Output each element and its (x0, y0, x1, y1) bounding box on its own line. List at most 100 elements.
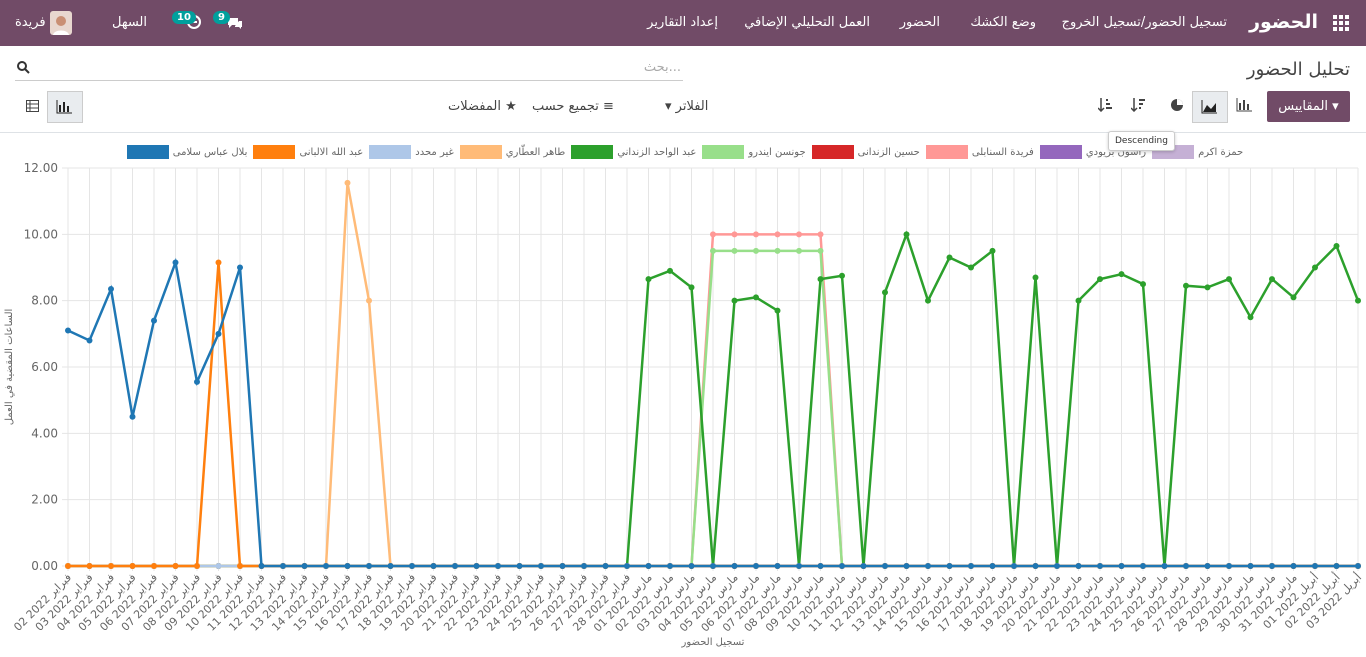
legend-swatch (811, 145, 854, 159)
control-panel: تحليل الحضور بحث... المقاييس ▾ ▾ الفلاتر… (0, 46, 1366, 133)
point (237, 264, 243, 271)
chat-icon[interactable] (226, 14, 244, 32)
pie-chart-icon[interactable] (1170, 98, 1184, 112)
point (430, 563, 437, 569)
legend-item[interactable]: عبد الله الالبانى (253, 145, 363, 159)
point (409, 563, 415, 569)
point (710, 247, 716, 254)
point (1075, 563, 1082, 569)
point (237, 563, 243, 569)
menu-item[interactable]: وضع الكشك (970, 15, 1036, 30)
user-name[interactable]: فريدة (15, 15, 46, 30)
line-chart-button[interactable] (1192, 91, 1228, 123)
point (1183, 282, 1189, 289)
legend-item[interactable]: جونسن ايندرو (702, 145, 806, 159)
legend-item[interactable]: عبد الواحد الزنداني (571, 145, 696, 159)
point (215, 330, 222, 337)
point (1269, 276, 1275, 283)
point (903, 231, 910, 238)
point (151, 563, 157, 569)
point (968, 563, 974, 569)
y-tick-label: 4.00 (31, 426, 58, 440)
point (473, 563, 480, 569)
y-tick-label: 0.00 (31, 559, 58, 573)
y-tick-label: 6.00 (31, 360, 58, 374)
point (882, 563, 888, 569)
filters-button[interactable]: ▾ الفلاتر (665, 99, 709, 114)
point (86, 563, 93, 569)
point (731, 247, 738, 254)
point (344, 179, 351, 186)
point (774, 247, 781, 254)
point (495, 563, 501, 569)
point (1247, 563, 1254, 569)
point (581, 563, 587, 569)
menu-item[interactable]: الحضور (899, 15, 940, 30)
point (1204, 563, 1211, 569)
point (817, 247, 824, 254)
graph-view-button[interactable] (47, 91, 83, 123)
menu-item[interactable]: تسجيل الحضور/تسجيل الخروج (1061, 15, 1227, 30)
graph-view-icon (56, 100, 72, 114)
activities-badge[interactable]: 10 (172, 11, 196, 24)
point (753, 247, 759, 254)
point (688, 284, 695, 291)
legend-label: حسين الزندانى (857, 146, 920, 158)
point (774, 563, 781, 569)
apps-icon[interactable] (1333, 15, 1349, 31)
messages-badge[interactable]: 9 (213, 11, 230, 24)
tooltip: Descending (1108, 131, 1175, 151)
point (1032, 274, 1039, 281)
point (731, 297, 738, 304)
favorites-label: المفضلات (448, 99, 501, 114)
point (1140, 281, 1146, 288)
company-name[interactable]: السهل (112, 15, 148, 30)
point (1097, 563, 1103, 569)
legend-label: غير محدد (415, 146, 454, 158)
legend-item[interactable]: بلال عباس سلامى (126, 145, 247, 159)
sort-asc-icon[interactable] (1098, 98, 1112, 112)
measures-button[interactable]: المقاييس ▾ (1267, 91, 1350, 122)
group-by-button[interactable]: تجميع حسب ≡ (532, 99, 614, 114)
search-box[interactable]: بحث... (15, 56, 683, 81)
legend-item[interactable]: حسين الزندانى (811, 145, 920, 159)
avatar[interactable] (50, 11, 72, 35)
list-view-icon[interactable] (26, 100, 39, 112)
point (1032, 563, 1039, 569)
point (1355, 297, 1361, 304)
legend-item[interactable]: غير محدد (369, 145, 454, 159)
point (688, 563, 695, 569)
legend-item[interactable]: طاهر العطّاري (459, 145, 566, 159)
point (1333, 563, 1340, 569)
line-chart-icon (1201, 100, 1217, 114)
menu-item[interactable]: إعداد التقارير (647, 15, 718, 30)
legend-label: طاهر العطّاري (505, 146, 566, 158)
search-icon[interactable] (17, 61, 30, 74)
app-name[interactable]: الحضور (1249, 11, 1318, 33)
legend-item[interactable]: راشون بريودي (1039, 145, 1146, 159)
point (710, 563, 716, 569)
legend-swatch (459, 145, 502, 159)
y-axis-label: الساعات المقضية في العمل (4, 309, 15, 426)
favorites-button[interactable]: المفضلات ★ (448, 99, 517, 114)
point (1097, 276, 1103, 283)
menu-item[interactable]: العمل التحليلي الإضافي (744, 15, 870, 30)
point (108, 563, 114, 569)
sort-desc-icon[interactable] (1131, 98, 1145, 112)
point (667, 563, 673, 569)
legend: بلال عباس سلامى عبد الله الالبانى غير محدد… (100, 145, 1270, 159)
y-tick-label: 2.00 (31, 493, 58, 507)
legend-item[interactable]: فريدة السنابلى (925, 145, 1034, 159)
point (753, 563, 759, 569)
point (1269, 563, 1275, 569)
legend-label: عبد الله الالبانى (299, 146, 364, 158)
point (946, 563, 953, 569)
series (65, 257, 1361, 569)
point (817, 276, 824, 283)
bar-chart-icon[interactable] (1236, 98, 1252, 112)
point (903, 563, 910, 569)
point (989, 563, 996, 569)
point (753, 294, 759, 301)
y-tick-label: 12.00 (24, 161, 58, 175)
